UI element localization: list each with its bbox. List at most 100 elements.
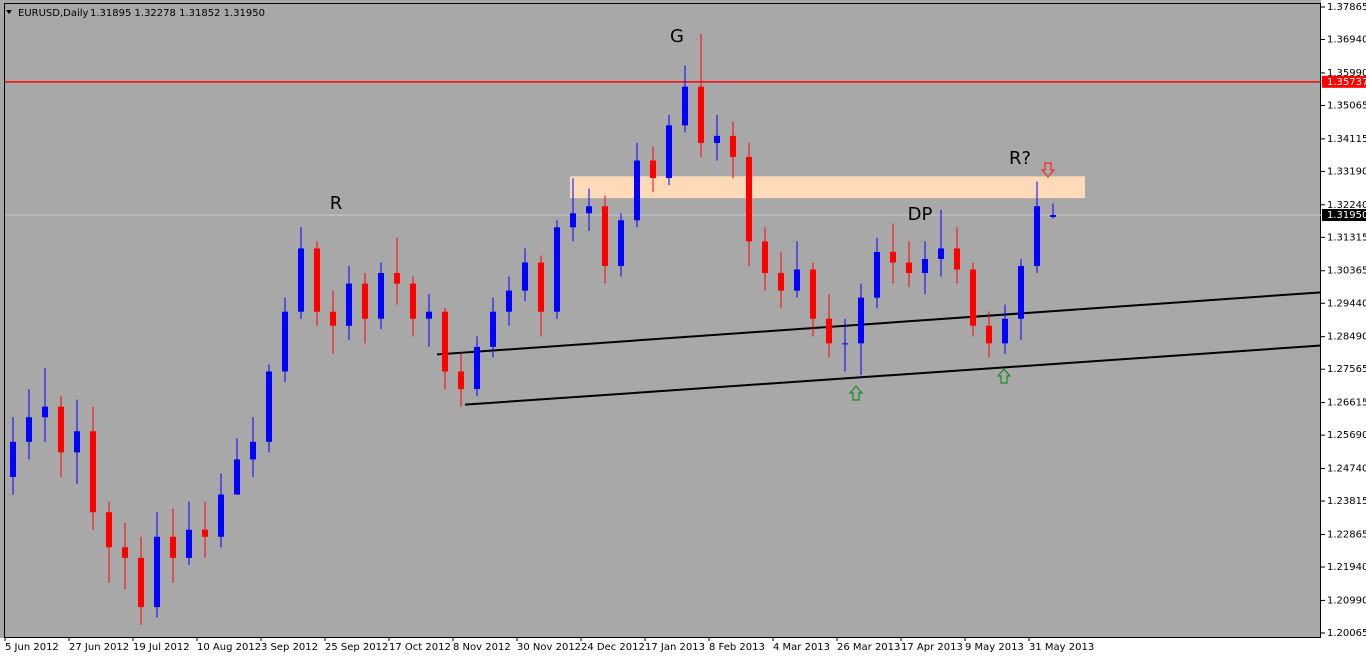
y-tick-label: 1.20065: [1327, 628, 1366, 639]
menu-arrow: [6, 10, 12, 14]
candle-body: [586, 206, 592, 214]
candle-body: [650, 160, 656, 179]
candle-body: [106, 512, 112, 548]
x-tick-label: 30 Nov 2012: [517, 642, 581, 653]
candle-body: [762, 241, 768, 274]
x-tick-label: 31 May 2013: [1029, 642, 1094, 653]
candle-body: [234, 459, 240, 495]
y-tick-label: 1.24740: [1327, 464, 1366, 475]
candle-body: [426, 311, 432, 319]
y-tick-label: 1.35990: [1327, 68, 1366, 79]
x-tick-label: 8 Nov 2012: [453, 642, 511, 653]
x-tick-label: 24 Dec 2012: [581, 642, 645, 653]
candle-body: [922, 258, 928, 274]
candle-body: [890, 251, 896, 263]
candle-body: [602, 206, 608, 266]
resistance-zone: [570, 176, 1085, 199]
trendline: [464, 344, 1322, 406]
y-tick-label: 1.32240: [1327, 200, 1366, 211]
y-tick-label: 1.34115: [1327, 134, 1366, 145]
x-tick-label: 27 Jun 2012: [69, 642, 129, 653]
x-tick-label: 5 Jun 2012: [5, 642, 59, 653]
candle-body: [458, 371, 464, 390]
candle-body: [794, 269, 800, 291]
candle-body: [1034, 206, 1040, 266]
candle-body: [682, 86, 688, 126]
candle-body: [730, 135, 736, 157]
up-arrow: [996, 368, 1012, 384]
candle-body: [266, 371, 272, 442]
candle-body: [1018, 265, 1024, 319]
candle-body: [90, 431, 96, 513]
candle-body: [442, 311, 448, 372]
price-axis-bg: [1321, 0, 1366, 658]
candle-body: [1050, 215, 1056, 217]
y-tick-label: 1.29440: [1327, 298, 1366, 309]
price-label-box: [1322, 75, 1366, 88]
y-tick-label: 1.25690: [1327, 430, 1366, 441]
price-label-box: [1322, 209, 1366, 221]
x-tick-label: 26 Mar 2013: [837, 642, 900, 653]
candle-body: [714, 135, 720, 143]
y-tick-label: 1.28490: [1327, 332, 1366, 343]
x-tick-label: 17 Oct 2012: [389, 642, 451, 653]
up-arrow: [848, 385, 864, 401]
y-tick-label: 1.37865: [1327, 2, 1366, 13]
annotation: R?: [1009, 148, 1031, 169]
candle-body: [202, 529, 208, 537]
candle-body: [474, 346, 480, 390]
candle-body: [410, 283, 416, 319]
candle-body: [58, 406, 64, 453]
price-label: 1.31950: [1327, 210, 1366, 221]
candle-body: [842, 343, 848, 345]
candle-body: [298, 248, 304, 312]
x-tick-label: 25 Sep 2012: [325, 642, 388, 653]
candle-body: [362, 283, 368, 319]
header-prices: 1.31895 1.32278 1.31852 1.31950: [90, 8, 265, 19]
y-tick-label: 1.21940: [1327, 562, 1366, 573]
candle-body: [522, 262, 528, 291]
y-tick-label: 1.33190: [1327, 166, 1366, 177]
chart-title: EURUSD,Daily: [18, 8, 89, 19]
candle-body: [634, 160, 640, 221]
candle-body: [170, 536, 176, 558]
y-tick-label: 1.36940: [1327, 35, 1366, 46]
candle-body: [122, 547, 128, 558]
candle-body: [282, 311, 288, 372]
down-arrow: [1040, 162, 1056, 178]
candle-body: [1002, 318, 1008, 344]
candle-body: [490, 311, 496, 347]
candle-body: [874, 251, 880, 298]
candle-body: [698, 86, 704, 143]
plot-frame: [4, 3, 1321, 638]
price-label: 1.35737: [1327, 77, 1366, 88]
time-axis-bg: [0, 638, 1366, 658]
candle-body: [314, 248, 320, 312]
candle-body: [42, 406, 48, 418]
candle-body: [938, 248, 944, 259]
y-tick-label: 1.22865: [1327, 529, 1366, 540]
candle-body: [346, 283, 352, 326]
candle-body: [970, 269, 976, 326]
candle-body: [554, 227, 560, 312]
candle-body: [378, 273, 384, 319]
candle-body: [218, 494, 224, 537]
candle-body: [394, 273, 400, 284]
x-tick-label: 4 Mar 2013: [773, 642, 830, 653]
x-tick-label: 17 Jan 2013: [645, 642, 705, 653]
y-tick-label: 1.26615: [1327, 398, 1366, 409]
candle-body: [906, 262, 912, 274]
trendline: [436, 291, 1322, 356]
y-tick-label: 1.20990: [1327, 595, 1366, 606]
candle-body: [10, 441, 16, 477]
candle-body: [858, 297, 864, 344]
y-tick-label: 1.27565: [1327, 364, 1366, 375]
x-tick-label: 3 Sep 2012: [261, 642, 318, 653]
candle-body: [746, 156, 752, 242]
y-tick-label: 1.31315: [1327, 232, 1366, 243]
plot-layer: [5, 33, 1322, 625]
candle-body: [618, 220, 624, 266]
candle-body: [986, 325, 992, 344]
annotation: R: [330, 193, 343, 214]
